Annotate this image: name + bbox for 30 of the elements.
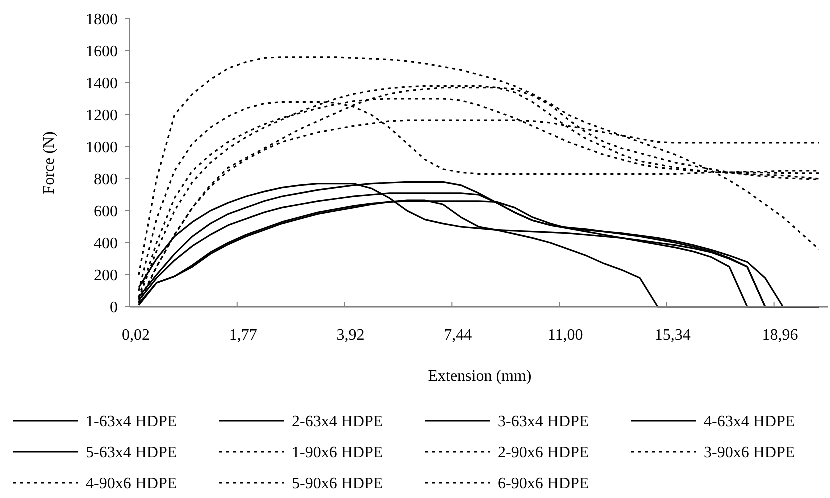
y-tick-label: 1000	[86, 140, 118, 157]
y-tick-label: 800	[94, 172, 118, 189]
y-tick-label: 600	[94, 204, 118, 221]
x-tick-label: 3,92	[336, 327, 365, 344]
legend-label: 1-90x6 HDPE	[292, 444, 384, 462]
legend-label: 4-90x6 HDPE	[86, 476, 178, 493]
y-tick-label: 1800	[86, 12, 118, 29]
legend-label: 3-90x6 HDPE	[704, 444, 796, 462]
x-tick-label: 15,34	[654, 327, 691, 344]
y-tick-label: 1200	[86, 108, 118, 125]
y-axis-title: Force (N)	[41, 132, 58, 194]
x-tick-label: 1,77	[229, 327, 258, 344]
x-tick-label: 11,00	[548, 327, 584, 344]
y-tick-label: 400	[94, 236, 118, 253]
x-tick-label: 18,96	[762, 327, 798, 344]
legend-label: 1-63x4 HDPE	[86, 414, 178, 431]
legend-label: 4-63x4 HDPE	[704, 414, 796, 431]
x-tick-label: 0,02	[122, 327, 150, 344]
y-tick-label: 0	[110, 300, 118, 317]
legend-label: 2-63x4 HDPE	[292, 414, 384, 431]
y-tick-label: 1600	[86, 44, 118, 61]
legend-label: 5-90x6 HDPE	[292, 476, 384, 493]
y-tick-label: 1400	[86, 76, 118, 93]
legend-label: 2-90x6 HDPE	[498, 444, 590, 462]
legend-label: 6-90x6 HDPE	[498, 476, 590, 493]
legend-label: 3-63x4 HDPE	[498, 414, 590, 431]
y-tick-label: 200	[94, 268, 118, 285]
x-tick-label: 7,44	[444, 327, 472, 344]
legend-label: 5-63x4 HDPE	[86, 444, 178, 462]
x-axis-title: Extension (mm)	[428, 368, 532, 385]
